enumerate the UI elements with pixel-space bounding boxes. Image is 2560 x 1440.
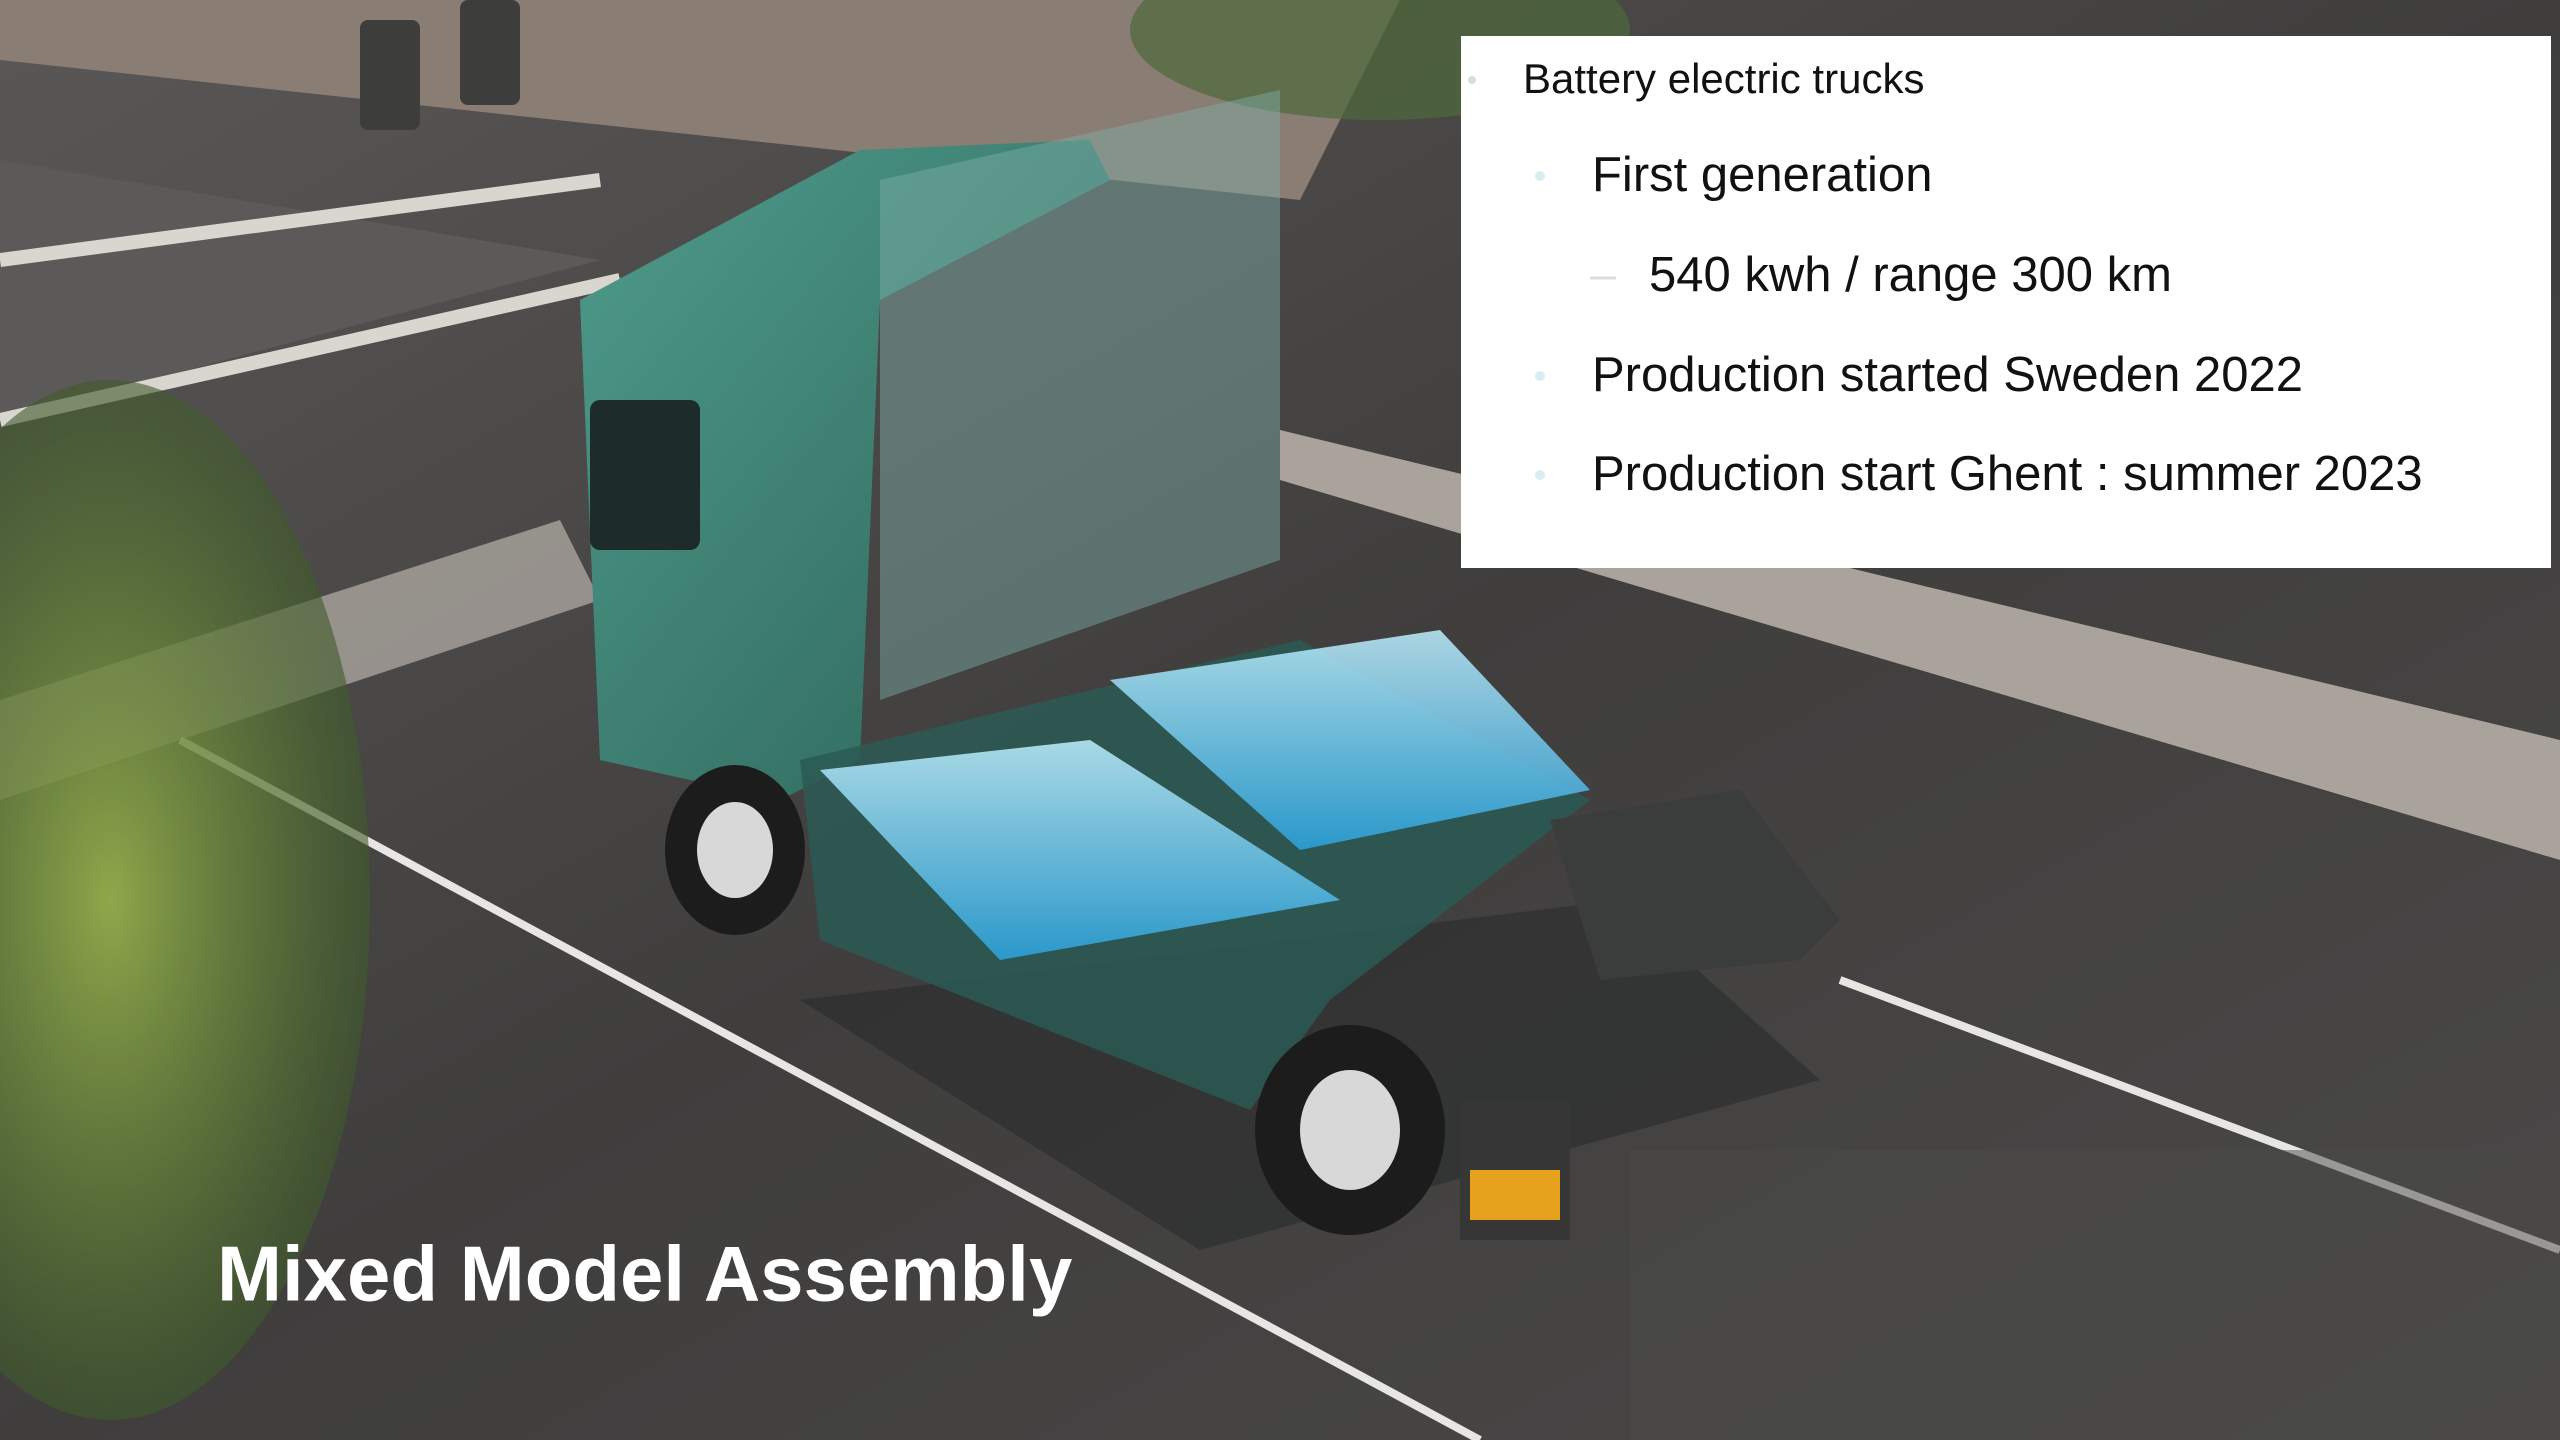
info-heading: Battery electric trucks — [1523, 55, 1924, 102]
bollard — [460, 0, 520, 105]
shadow — [1630, 1150, 2560, 1440]
info-item: First generation — [1592, 148, 1932, 202]
info-box: Battery electric trucks First generation… — [1461, 36, 2551, 568]
info-item: Production started Sweden 2022 — [1592, 348, 2303, 402]
bullet — [1535, 470, 1545, 480]
hub — [1300, 1070, 1400, 1190]
bullet — [1535, 371, 1545, 381]
bollard — [360, 20, 420, 130]
hub — [697, 802, 773, 898]
bullet — [1535, 171, 1545, 181]
slide-title: Mixed Model Assembly — [217, 1230, 1072, 1318]
warning-plate — [1470, 1170, 1560, 1220]
page: {"slide": {"title": "Mixed Model Assembl… — [0, 0, 2560, 1440]
cab-window — [590, 400, 700, 550]
info-item: Production start Ghent : summer 2023 — [1592, 447, 2423, 501]
body: Battery electric trucks First generation… — [0, 0, 2560, 1440]
info-subitem: 540 kwh / range 300 km — [1649, 248, 2172, 302]
bullet — [1468, 76, 1476, 84]
slide: Battery electric trucks First generation… — [0, 0, 2560, 1440]
